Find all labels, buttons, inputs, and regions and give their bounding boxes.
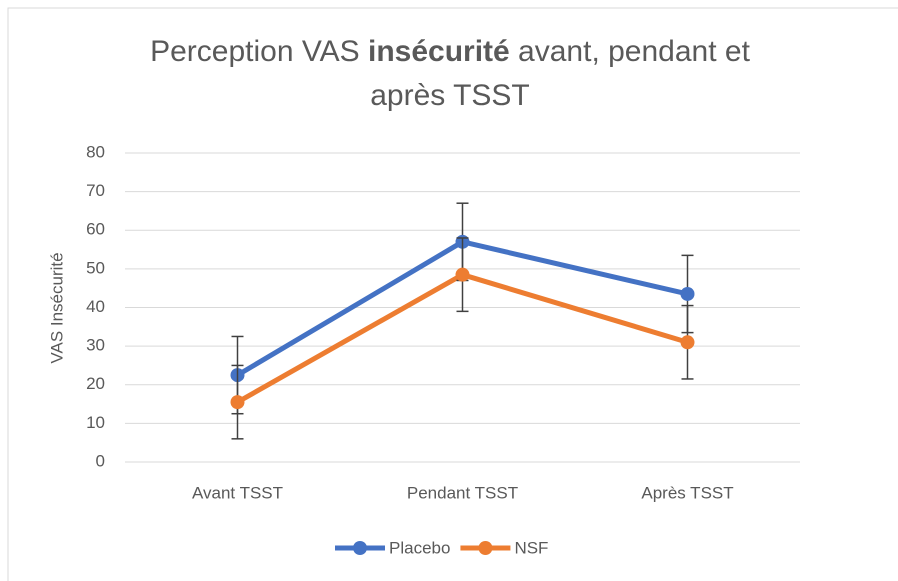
y-tick-label: 10 <box>86 413 105 432</box>
title-part: Perception VAS <box>150 35 368 68</box>
data-point <box>680 335 695 350</box>
legend-marker <box>353 541 367 555</box>
chart-title: Perception VAS insécurité avant, pendant… <box>110 30 790 118</box>
y-axis-label: VAS Insécurité <box>47 252 66 363</box>
y-tick-label: 50 <box>86 258 105 277</box>
legend-marker <box>478 541 493 555</box>
y-tick-label: 20 <box>86 374 105 393</box>
y-tick-label: 70 <box>86 181 105 200</box>
x-tick-label: Avant TSST <box>192 483 283 502</box>
y-tick-label: 40 <box>86 297 105 316</box>
data-point <box>230 395 245 410</box>
y-tick-label: 60 <box>86 220 105 239</box>
title-part: avant, pendant et après TSST <box>370 35 759 112</box>
data-point <box>680 286 695 301</box>
x-tick-label: Pendant TSST <box>407 483 518 502</box>
y-tick-label: 0 <box>96 451 105 470</box>
data-point <box>455 267 470 282</box>
title-part: insécurité <box>367 35 510 68</box>
x-tick-label: Après TSST <box>641 483 733 502</box>
y-tick-label: 80 <box>86 142 105 161</box>
y-tick-label: 30 <box>86 336 105 355</box>
legend-label: NSF <box>514 538 548 557</box>
legend-label: Placebo <box>389 538 450 557</box>
chart-border <box>7 7 898 581</box>
